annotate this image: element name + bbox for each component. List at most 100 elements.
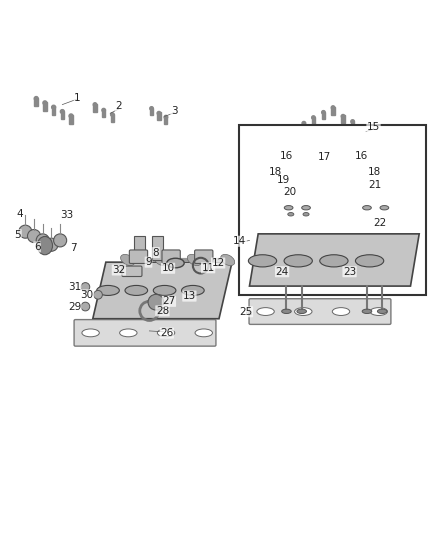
Ellipse shape: [378, 309, 387, 313]
Circle shape: [43, 101, 47, 105]
Ellipse shape: [303, 213, 309, 216]
Circle shape: [312, 116, 315, 119]
Circle shape: [351, 120, 354, 123]
FancyBboxPatch shape: [162, 250, 180, 263]
Ellipse shape: [120, 329, 137, 337]
Ellipse shape: [257, 308, 274, 316]
Circle shape: [360, 125, 364, 128]
Polygon shape: [93, 262, 232, 319]
Circle shape: [157, 111, 161, 115]
Ellipse shape: [120, 254, 134, 265]
Ellipse shape: [157, 329, 175, 337]
Bar: [342, 116, 345, 123]
Ellipse shape: [320, 255, 348, 267]
Circle shape: [34, 96, 38, 100]
Polygon shape: [250, 234, 419, 286]
Text: 29: 29: [68, 302, 81, 312]
Text: 17: 17: [318, 152, 331, 162]
Text: 22: 22: [374, 218, 387, 228]
Ellipse shape: [284, 206, 293, 210]
Bar: [69, 115, 73, 124]
Ellipse shape: [295, 308, 312, 316]
Bar: [134, 236, 145, 260]
Circle shape: [19, 225, 32, 238]
Text: 14: 14: [233, 236, 247, 246]
Text: 32: 32: [112, 265, 126, 275]
Ellipse shape: [195, 329, 212, 337]
Circle shape: [69, 114, 73, 118]
Circle shape: [164, 115, 168, 119]
Ellipse shape: [356, 255, 384, 267]
Circle shape: [52, 105, 56, 109]
Bar: [360, 126, 364, 134]
Circle shape: [102, 108, 106, 112]
Ellipse shape: [302, 206, 311, 210]
Circle shape: [36, 234, 49, 247]
Circle shape: [53, 234, 67, 247]
Ellipse shape: [125, 286, 148, 295]
Ellipse shape: [284, 255, 312, 267]
Bar: [302, 123, 305, 130]
Text: 16: 16: [280, 150, 293, 160]
Ellipse shape: [332, 308, 350, 316]
Bar: [164, 116, 167, 124]
Text: 28: 28: [156, 306, 169, 316]
FancyBboxPatch shape: [129, 250, 148, 263]
Bar: [157, 112, 160, 120]
Text: 27: 27: [162, 296, 176, 306]
Circle shape: [341, 115, 345, 118]
Ellipse shape: [187, 254, 201, 265]
Circle shape: [81, 302, 90, 311]
Bar: [351, 120, 354, 128]
Ellipse shape: [82, 329, 99, 337]
Text: 11: 11: [201, 263, 215, 273]
FancyBboxPatch shape: [122, 266, 142, 277]
Ellipse shape: [288, 213, 294, 216]
Ellipse shape: [221, 254, 235, 265]
Text: 30: 30: [81, 290, 94, 300]
Ellipse shape: [154, 254, 168, 265]
Text: 26: 26: [160, 328, 173, 338]
Ellipse shape: [248, 255, 277, 267]
Circle shape: [93, 103, 97, 106]
Bar: [239, 125, 426, 295]
Ellipse shape: [297, 309, 307, 313]
Text: 21: 21: [368, 180, 381, 190]
Ellipse shape: [362, 309, 372, 313]
Text: 16: 16: [355, 150, 368, 160]
Circle shape: [148, 294, 164, 310]
Text: 19: 19: [277, 175, 290, 185]
Bar: [60, 111, 64, 119]
Circle shape: [370, 130, 374, 134]
Bar: [102, 109, 105, 117]
Circle shape: [111, 113, 114, 116]
Bar: [332, 107, 335, 115]
Text: 1: 1: [74, 93, 81, 103]
Bar: [150, 108, 153, 116]
Bar: [322, 111, 325, 119]
Circle shape: [28, 230, 41, 243]
Circle shape: [45, 238, 58, 251]
Text: 18: 18: [367, 167, 381, 176]
Circle shape: [60, 110, 64, 114]
Text: 24: 24: [276, 266, 289, 277]
FancyBboxPatch shape: [249, 298, 391, 325]
Bar: [111, 114, 114, 122]
Bar: [312, 117, 315, 125]
Bar: [370, 131, 373, 139]
Ellipse shape: [370, 308, 388, 316]
Ellipse shape: [282, 309, 291, 313]
FancyBboxPatch shape: [194, 250, 213, 263]
Circle shape: [302, 122, 306, 125]
Text: 33: 33: [60, 210, 73, 220]
Bar: [152, 236, 163, 260]
Circle shape: [331, 106, 335, 109]
Ellipse shape: [380, 206, 389, 210]
Ellipse shape: [182, 286, 204, 295]
Bar: [93, 104, 96, 111]
Circle shape: [150, 107, 153, 110]
Text: 3: 3: [171, 106, 177, 116]
Ellipse shape: [153, 286, 176, 295]
Text: 12: 12: [212, 258, 225, 268]
Text: 18: 18: [269, 167, 282, 176]
